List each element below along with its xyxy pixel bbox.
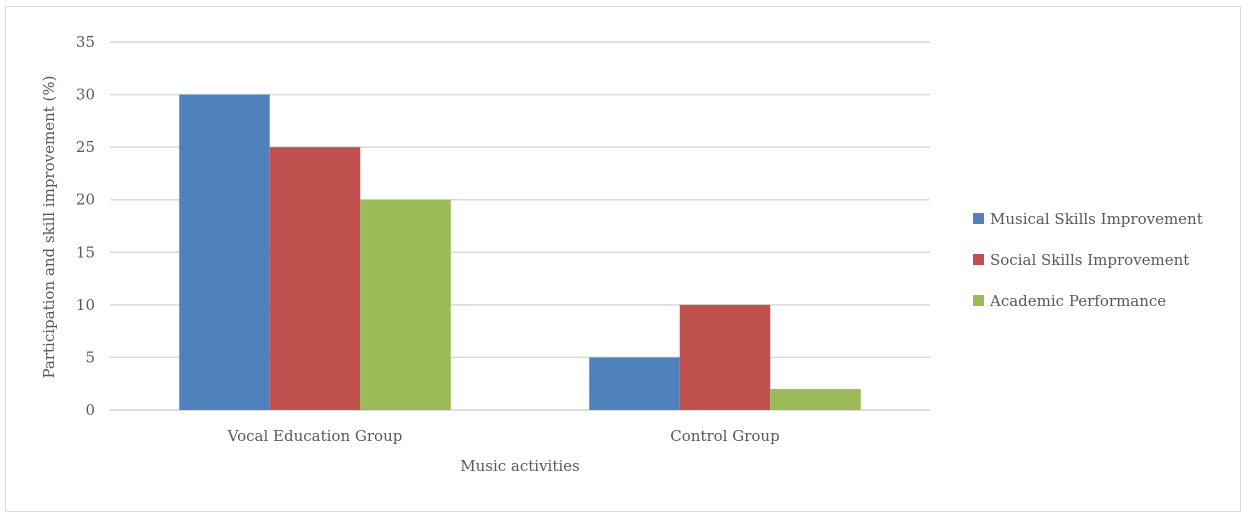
chart-frame: 0 5 10 15 20 25 30 35 Vocal Education Group Cont… xyxy=(5,6,1241,512)
bar xyxy=(269,147,361,410)
y-tick-label: 15 xyxy=(76,243,95,261)
legend-label: Musical Skills Improvement xyxy=(990,210,1203,228)
legend-label: Academic Performance xyxy=(989,292,1166,310)
bar xyxy=(679,304,771,410)
x-tick-labels: Vocal Education Group Control Group xyxy=(227,427,780,445)
legend-swatch xyxy=(973,213,984,224)
legend-label: Social Skills Improvement xyxy=(990,251,1189,269)
y-axis-title: Participation and skill improvement (%) xyxy=(40,76,58,379)
bar xyxy=(770,388,861,410)
y-tick-label: 0 xyxy=(85,401,95,419)
y-tick-label: 25 xyxy=(76,138,95,156)
y-tick-label: 10 xyxy=(76,296,95,314)
y-tick-label: 20 xyxy=(76,191,95,209)
bar-chart: 0 5 10 15 20 25 30 35 Vocal Education Group Cont… xyxy=(40,33,1203,475)
bar xyxy=(360,199,451,410)
x-tick-label: Control Group xyxy=(670,427,779,445)
y-tick-label: 30 xyxy=(76,86,95,104)
y-tick-label: 5 xyxy=(85,348,95,366)
y-tick-labels: 0 5 10 15 20 25 30 35 xyxy=(76,33,95,419)
x-tick-label: Vocal Education Group xyxy=(227,427,403,445)
bar xyxy=(589,357,680,410)
legend-swatch xyxy=(973,254,984,265)
legend-swatch xyxy=(973,295,984,306)
legend: Musical Skills Improvement Social Skills … xyxy=(973,210,1203,310)
y-tick-label: 35 xyxy=(76,33,95,51)
bar xyxy=(179,94,270,411)
bars xyxy=(179,94,861,411)
x-axis-title: Music activities xyxy=(460,457,580,475)
